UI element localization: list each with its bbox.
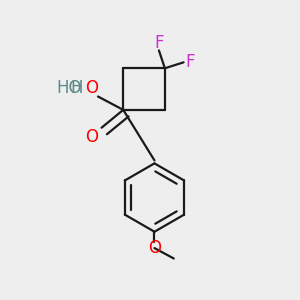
Text: H: H [70, 79, 83, 97]
Text: O: O [85, 79, 98, 97]
Text: O: O [148, 239, 161, 257]
Text: F: F [185, 53, 195, 71]
Text: HO: HO [56, 79, 82, 97]
Text: F: F [154, 34, 164, 52]
Text: O: O [85, 128, 98, 146]
